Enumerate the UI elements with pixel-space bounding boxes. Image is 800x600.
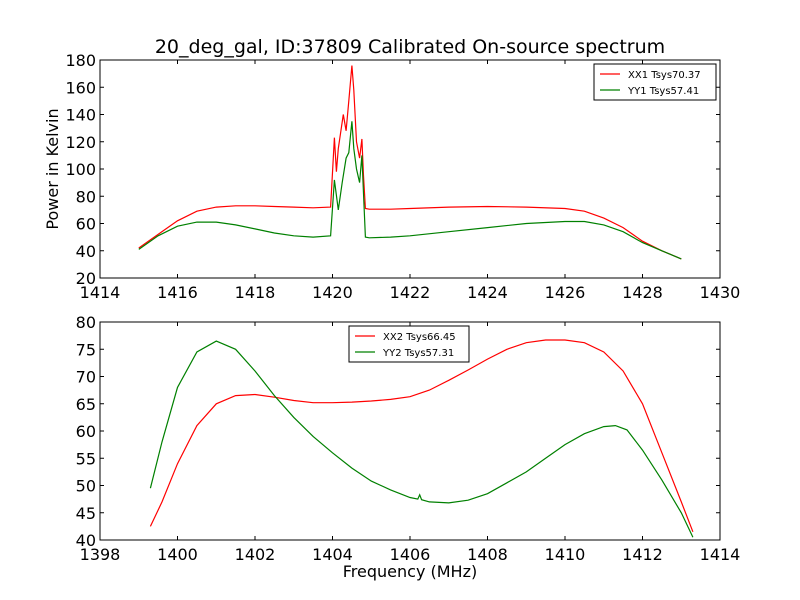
x-tick-label: 1410 [545,545,586,564]
x-tick-label: 1406 [390,545,431,564]
legend-label: YY1 Tsys57.41 [627,86,699,97]
y-tick-label: 40 [76,242,96,261]
x-tick-label: 1400 [157,545,198,564]
x-tick-label: 1404 [312,545,353,564]
series-line-2 [138,121,682,260]
series-line-1 [138,65,682,260]
x-tick-label: 1424 [467,283,508,302]
legend-box [348,325,470,363]
top-plot: 1414 1416 1418 1420 1422 1424 1426 1428 1430 20 40… [43,51,740,302]
y-axis-label: Power in Kelvin [43,108,62,229]
legend-label: YY2 Tsys57.31 [382,348,454,359]
y-tick-label: 50 [76,477,96,496]
y-tick-label: 120 [65,133,96,152]
y-tick-label: 75 [76,340,96,359]
x-tick-label: 1418 [235,283,276,302]
figure-title: 20_deg_gal, ID:37809 Calibrated On-sourc… [155,36,665,58]
y-tick-label: 160 [65,78,96,97]
x-tick-label: 1428 [622,283,663,302]
x-tick-label: 1414 [700,545,741,564]
x-tick-label: 1422 [390,283,431,302]
series-line-2 [149,340,694,538]
y-tick-label: 80 [76,313,96,332]
y-tick-label: 60 [76,215,96,234]
y-tick-label: 100 [65,160,96,179]
y-tick-label: 40 [76,531,96,550]
x-tick-label: 1412 [622,545,663,564]
legend-label: XX1 Tsys70.37 [628,70,701,81]
y-tick-label: 60 [76,422,96,441]
y-tick-label: 70 [76,368,96,387]
series-line-1 [149,339,694,533]
y-tick-label: 55 [76,449,96,468]
x-tick-label: 1402 [235,545,276,564]
y-tick-label: 140 [65,106,96,125]
y-tick-label: 80 [76,187,96,206]
bottom-x-axis-label: Frequency (MHz) [343,562,477,581]
legend-label: XX2 Tsys66.45 [383,332,456,343]
x-tick-label: 1430 [700,283,741,302]
x-tick-label: 1398 [80,545,121,564]
x-tick-label: 1420 [312,283,353,302]
legend-box [593,63,717,101]
x-tick-label: 1426 [545,283,586,302]
y-tick-label: 65 [76,395,96,414]
y-tick-label: 20 [76,269,96,288]
bottom-plot: 1398 1400 1402 1404 1406 1408 1410 1412 1414 40 45… [76,313,741,564]
y-tick-label: 45 [76,504,96,523]
x-tick-label: 1408 [467,545,508,564]
x-tick-label: 1416 [157,283,198,302]
y-tick-label: 180 [65,51,96,70]
x-tick-label: 1414 [80,283,121,302]
